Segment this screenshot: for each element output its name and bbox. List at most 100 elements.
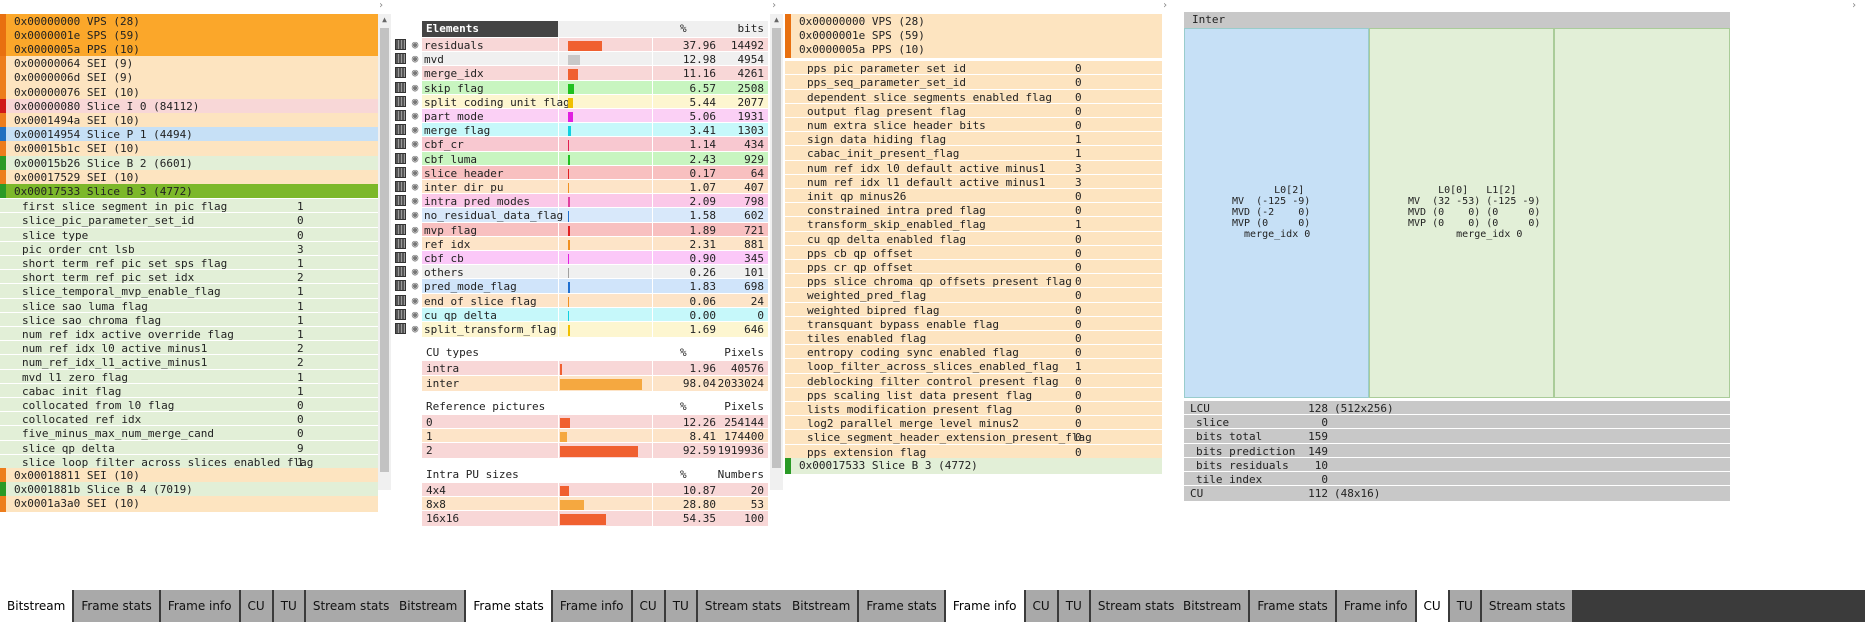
- element-row[interactable]: cbf_luma 2.43 929: [422, 150, 768, 167]
- syntax-field-row[interactable]: num_ref_idx_l1_default_active_minus1 3: [785, 173, 1162, 190]
- bitstream-scrollbar[interactable]: ▲: [378, 14, 391, 490]
- eye-icon[interactable]: ◉: [411, 222, 419, 236]
- syntax-field-row[interactable]: transform_skip_enabled_flag 1: [785, 216, 1162, 233]
- chevron-right-icon[interactable]: ›: [1161, 0, 1168, 11]
- syntax-field-row[interactable]: lists_modification_present_flag 0: [785, 400, 1162, 417]
- stat-row[interactable]: intra 1.96 40576: [422, 360, 768, 377]
- syntax-field-row[interactable]: tiles_enabled_flag 0: [785, 329, 1162, 346]
- syntax-field-row[interactable]: log2_parallel_merge_level_minus2 0: [785, 415, 1162, 432]
- syntax-field-row[interactable]: num_extra_slice_header_bits 0: [785, 116, 1162, 133]
- nal-unit-row[interactable]: 0x00000000 VPS (28): [0, 13, 378, 30]
- element-color-swatch[interactable]: [395, 252, 406, 263]
- syntax-field-row[interactable]: slice_sao_chroma_flag 1: [0, 311, 378, 328]
- nal-unit-row[interactable]: 0x00015b1c SEI (10): [0, 141, 378, 158]
- element-color-swatch[interactable]: [395, 237, 406, 249]
- element-color-swatch[interactable]: [395, 166, 406, 178]
- element-color-swatch[interactable]: [395, 53, 406, 65]
- tab-bitstream[interactable]: Bitstream: [0, 590, 75, 622]
- frame-stats-scrollbar[interactable]: ▲: [770, 14, 783, 490]
- tab-stream-stats[interactable]: Stream stats: [1090, 590, 1176, 622]
- syntax-field-row[interactable]: pps_cb_qp_offset 0: [785, 244, 1162, 261]
- tab-bitstream[interactable]: Bitstream: [785, 590, 860, 622]
- syntax-field-row[interactable]: cabac_init_flag 1: [0, 382, 378, 399]
- nal-unit-row[interactable]: 0x0000006d SEI (9): [0, 70, 378, 87]
- eye-icon[interactable]: ◉: [411, 66, 419, 80]
- eye-icon[interactable]: ◉: [411, 94, 419, 108]
- scroll-up-icon[interactable]: ▲: [774, 15, 779, 24]
- element-row[interactable]: split_transform_flag 1.69 646: [422, 321, 768, 337]
- element-row[interactable]: pred_mode_flag 1.83 698: [422, 278, 768, 295]
- element-row[interactable]: mvp_flag 1.89 721: [422, 221, 768, 238]
- element-row[interactable]: intra pred modes 2.09 798: [422, 193, 768, 210]
- tab-frame-stats[interactable]: Frame stats: [74, 590, 161, 622]
- tab-frame-info[interactable]: Frame info: [945, 590, 1026, 622]
- eye-icon[interactable]: ◉: [411, 251, 419, 264]
- syntax-field-row[interactable]: pic_order_cnt_lsb 3: [0, 240, 378, 257]
- syntax-field-row[interactable]: pps_pic_parameter_set_id 0: [785, 60, 1162, 77]
- chevron-right-icon[interactable]: ›: [1850, 0, 1857, 11]
- nal-unit-row[interactable]: 0x00000000 VPS (28): [785, 13, 1162, 30]
- syntax-field-row[interactable]: num_ref_idx_l1_active_minus1 2: [0, 354, 378, 371]
- syntax-field-row[interactable]: entropy_coding_sync_enabled_flag 0: [785, 344, 1162, 361]
- syntax-field-row[interactable]: constrained_intra_pred_flag 0: [785, 202, 1162, 219]
- nal-unit-row[interactable]: 0x00015b26 Slice B 2 (6601): [0, 155, 378, 172]
- element-row[interactable]: skip_flag 6.57 2508: [422, 79, 768, 96]
- syntax-field-row[interactable]: loop_filter_across_slices_enabled_flag 1: [785, 358, 1162, 375]
- tab-tu[interactable]: TU: [1058, 590, 1091, 622]
- chevron-right-icon[interactable]: ›: [377, 0, 384, 11]
- pu-right-block-2[interactable]: [1554, 28, 1730, 398]
- eye-icon[interactable]: ◉: [411, 293, 419, 307]
- nal-unit-row[interactable]: 0x00018811 SEI (10): [0, 467, 378, 484]
- nal-unit-row[interactable]: 0x00000076 SEI (10): [0, 84, 378, 101]
- pu-left-block[interactable]: [1184, 28, 1369, 398]
- eye-icon[interactable]: ◉: [411, 307, 419, 321]
- scroll-up-icon[interactable]: ▲: [382, 15, 387, 24]
- syntax-field-row[interactable]: slice_segment_header_extension_present_f…: [785, 429, 1162, 446]
- eye-icon[interactable]: ◉: [411, 109, 419, 122]
- syntax-field-row[interactable]: slice_loop_filter_across_slices_enabled_…: [0, 453, 378, 470]
- element-row[interactable]: cbf_cb 0.90 345: [422, 250, 768, 266]
- syntax-field-row[interactable]: pps_slice_chroma_qp_offsets_present_flag…: [785, 273, 1162, 290]
- tab-cu[interactable]: CU: [1025, 590, 1059, 622]
- eye-icon[interactable]: ◉: [411, 180, 419, 193]
- element-color-swatch[interactable]: [395, 195, 406, 207]
- tab-stream-stats[interactable]: Stream stats: [305, 590, 392, 622]
- eye-icon[interactable]: ◉: [411, 194, 419, 208]
- element-row[interactable]: merge_idx 11.16 4261: [422, 65, 768, 82]
- element-row[interactable]: others 0.26 101: [422, 264, 768, 281]
- eye-icon[interactable]: ◉: [411, 52, 419, 66]
- tab-cu[interactable]: CU: [1416, 590, 1450, 622]
- syntax-field-row[interactable]: pps_cr_qp_offset 0: [785, 258, 1162, 275]
- element-color-swatch[interactable]: [395, 124, 406, 136]
- element-row[interactable]: residuals 37.96 14492: [422, 37, 768, 53]
- eye-icon[interactable]: ◉: [411, 151, 419, 165]
- element-color-swatch[interactable]: [395, 110, 406, 121]
- chevron-right-icon[interactable]: ›: [770, 0, 777, 11]
- stat-row[interactable]: 0 12.26 254144: [422, 414, 768, 430]
- syntax-field-row[interactable]: pps_extension_flag 0: [785, 443, 1162, 460]
- stat-row[interactable]: 16x16 54.35 100: [422, 510, 768, 527]
- element-row[interactable]: merge_flag 3.41 1303: [422, 122, 768, 139]
- element-row[interactable]: ref_idx 2.31 881: [422, 235, 768, 252]
- eye-icon[interactable]: ◉: [411, 322, 419, 335]
- element-color-swatch[interactable]: [395, 266, 406, 278]
- element-color-swatch[interactable]: [395, 294, 406, 306]
- element-row[interactable]: part_mode 5.06 1931: [422, 108, 768, 124]
- element-color-swatch[interactable]: [395, 209, 406, 221]
- nal-unit-row[interactable]: 0x00000080 Slice I 0 (84112): [0, 98, 378, 115]
- tab-frame-stats[interactable]: Frame stats: [1250, 590, 1337, 622]
- stat-row[interactable]: 8x8 28.80 53: [422, 496, 768, 512]
- nal-unit-row[interactable]: 0x00000064 SEI (9): [0, 56, 378, 73]
- element-row[interactable]: split_coding_unit_flag 5.44 2077: [422, 93, 768, 110]
- eye-icon[interactable]: ◉: [411, 208, 419, 222]
- nal-unit-row[interactable]: 0x0000001e SPS (59): [0, 27, 378, 44]
- tab-stream-stats[interactable]: Stream stats: [697, 590, 785, 622]
- tab-bitstream[interactable]: Bitstream: [392, 590, 467, 622]
- tab-frame-stats[interactable]: Frame stats: [859, 590, 946, 622]
- tab-tu[interactable]: TU: [1449, 590, 1482, 622]
- syntax-field-row[interactable]: weighted_bipred_flag 0: [785, 301, 1162, 318]
- nal-unit-row[interactable]: 0x00017533 Slice B 3 (4772): [0, 183, 378, 200]
- scroll-thumb[interactable]: [380, 28, 389, 472]
- tab-tu[interactable]: TU: [665, 590, 698, 622]
- stat-row[interactable]: 4x4 10.87 20: [422, 481, 768, 498]
